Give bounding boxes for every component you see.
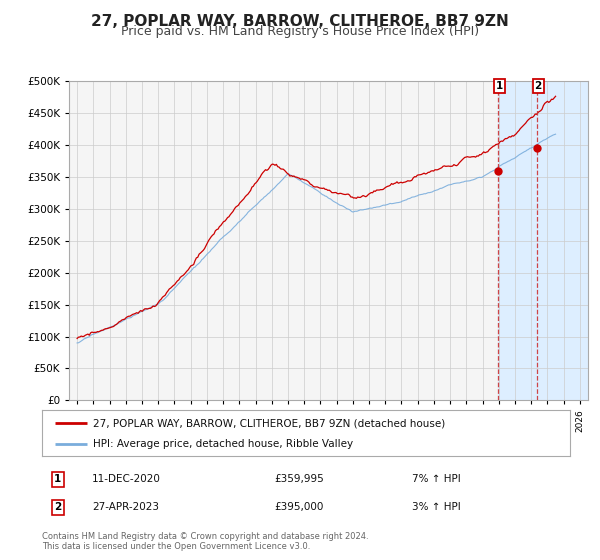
Text: Contains HM Land Registry data © Crown copyright and database right 2024.
This d: Contains HM Land Registry data © Crown c… <box>42 532 368 552</box>
Text: 2: 2 <box>54 502 61 512</box>
Text: 27, POPLAR WAY, BARROW, CLITHEROE, BB7 9ZN (detached house): 27, POPLAR WAY, BARROW, CLITHEROE, BB7 9… <box>93 418 445 428</box>
Text: 3% ↑ HPI: 3% ↑ HPI <box>412 502 460 512</box>
Text: £359,995: £359,995 <box>274 474 324 484</box>
Text: 27, POPLAR WAY, BARROW, CLITHEROE, BB7 9ZN: 27, POPLAR WAY, BARROW, CLITHEROE, BB7 9… <box>91 14 509 29</box>
Text: 2: 2 <box>535 81 542 91</box>
Text: 11-DEC-2020: 11-DEC-2020 <box>92 474 161 484</box>
Text: £395,000: £395,000 <box>274 502 323 512</box>
Text: 1: 1 <box>496 81 503 91</box>
Text: 7% ↑ HPI: 7% ↑ HPI <box>412 474 460 484</box>
Bar <box>498 81 588 400</box>
Text: Price paid vs. HM Land Registry's House Price Index (HPI): Price paid vs. HM Land Registry's House … <box>121 25 479 38</box>
Text: 27-APR-2023: 27-APR-2023 <box>92 502 159 512</box>
Text: HPI: Average price, detached house, Ribble Valley: HPI: Average price, detached house, Ribb… <box>93 438 353 449</box>
Text: 1: 1 <box>54 474 61 484</box>
